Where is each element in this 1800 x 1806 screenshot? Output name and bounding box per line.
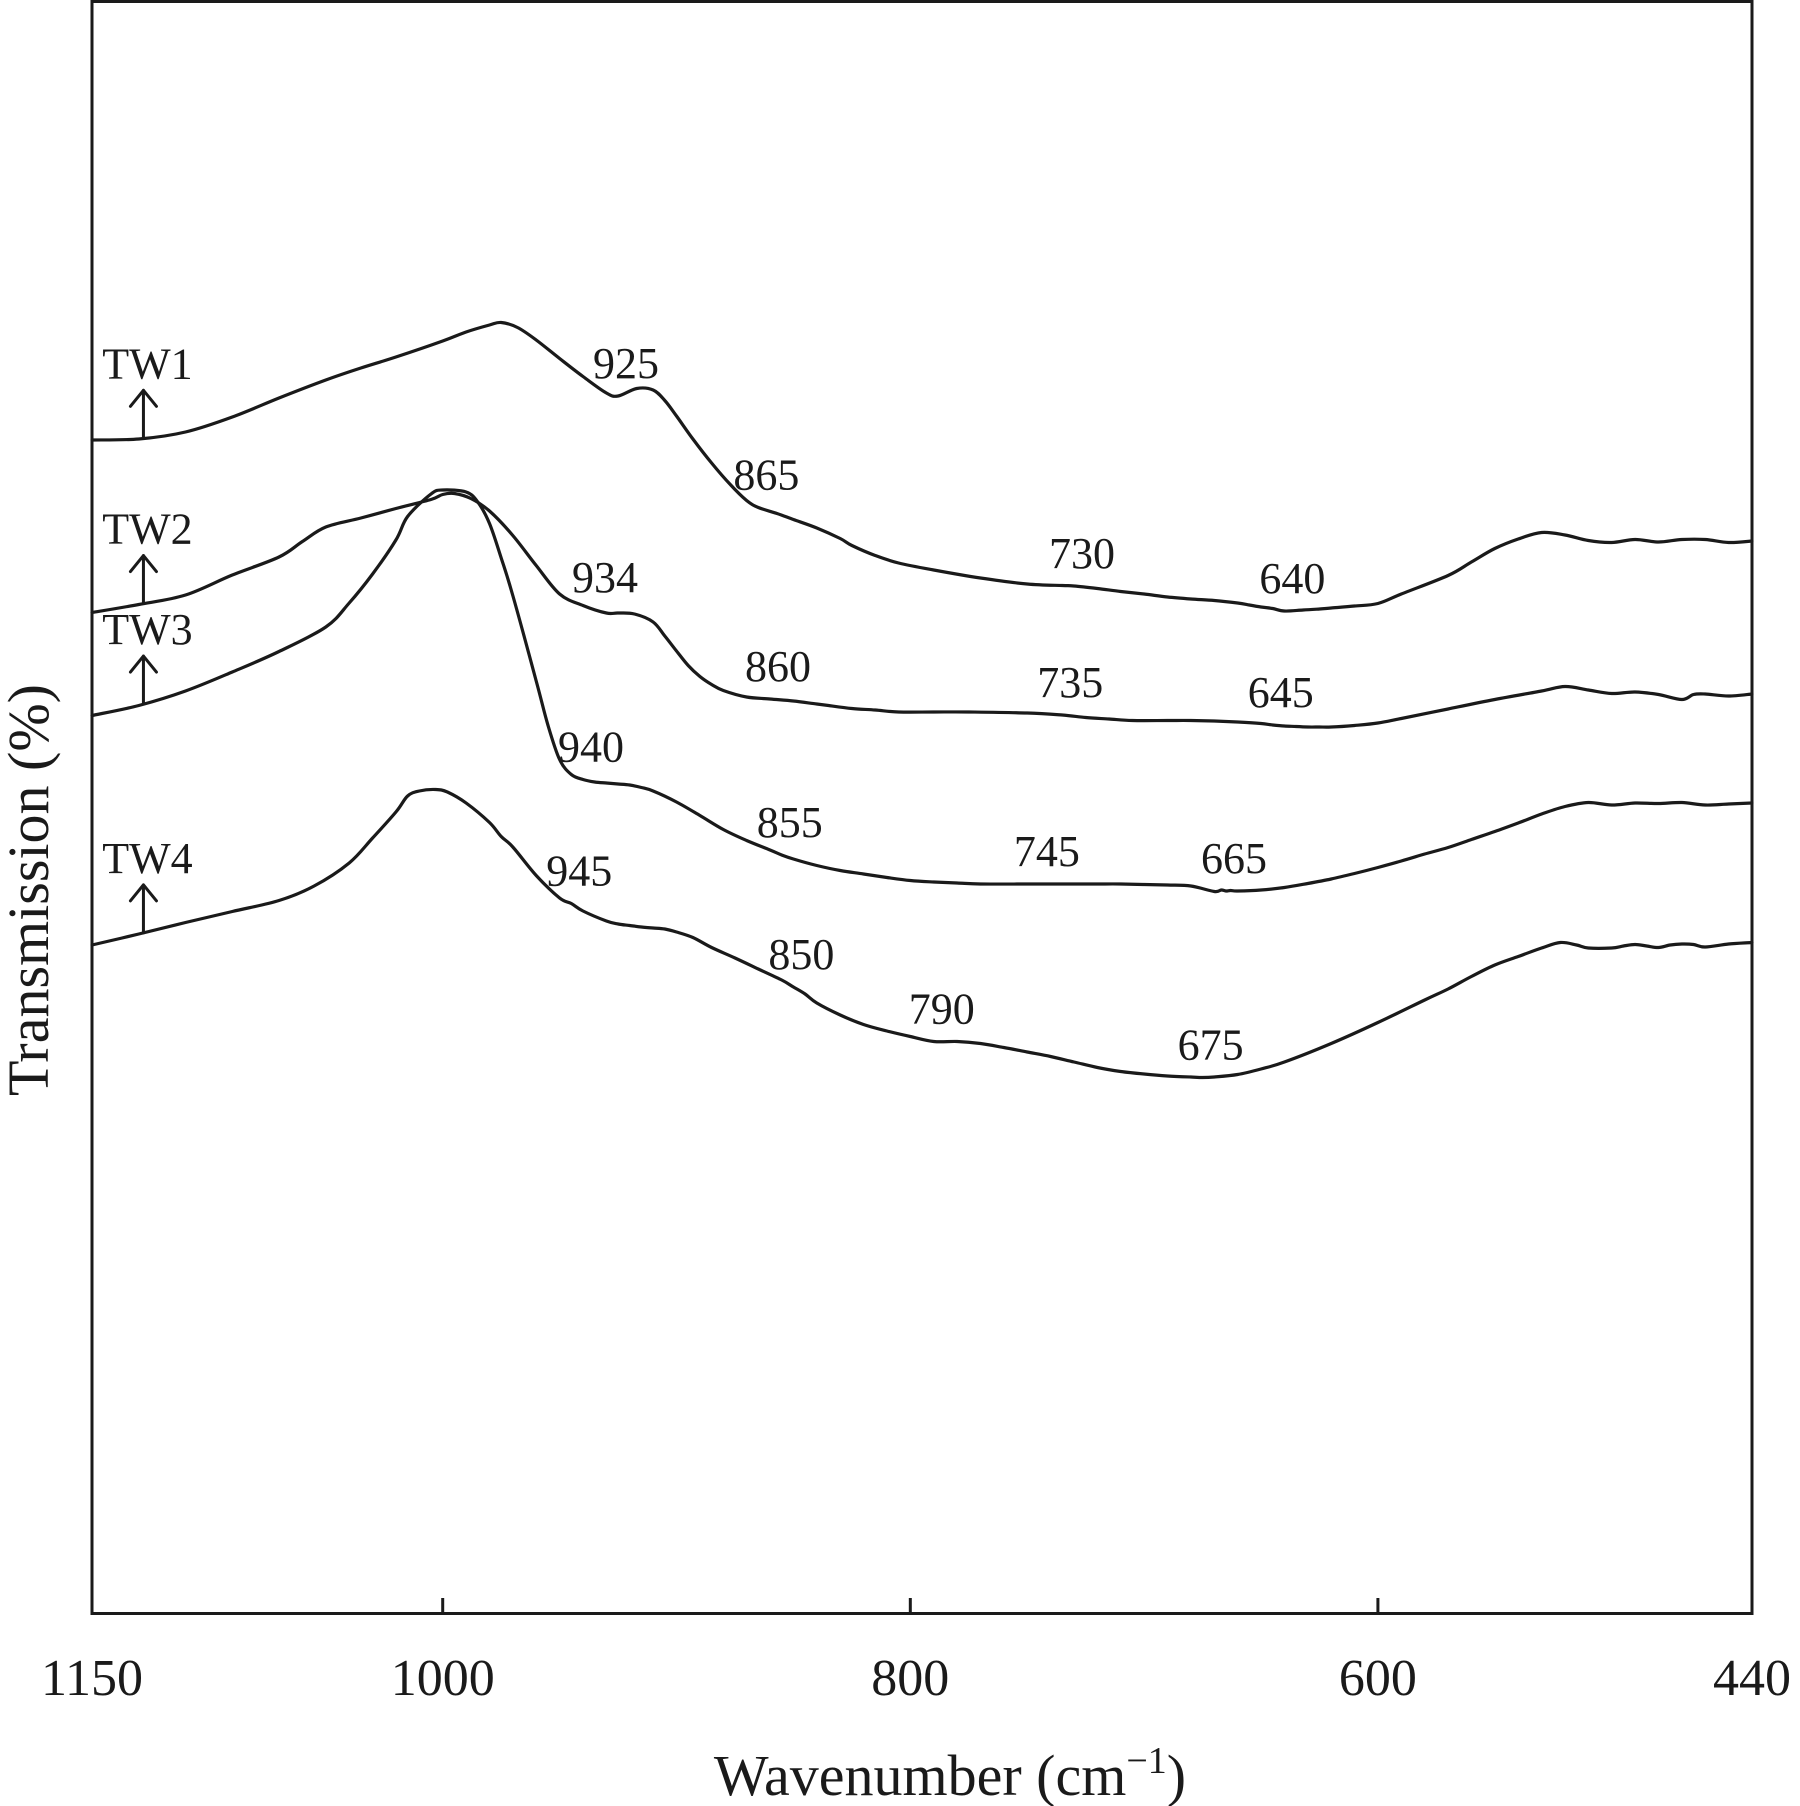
- series-label-tw2: TW2: [102, 505, 192, 554]
- peak-label: 640: [1259, 554, 1325, 603]
- x-axis-title: Wavenumber (cm−1): [714, 1740, 1186, 1806]
- x-axis-title-close: ): [1167, 1743, 1186, 1806]
- plot-frame: [90, 0, 1754, 1615]
- peak-label: 865: [733, 451, 799, 500]
- peak-label: 790: [909, 985, 975, 1034]
- series-arrow-tw4: [128, 883, 158, 935]
- peak-label: 850: [768, 930, 834, 979]
- peak-label: 745: [1014, 827, 1080, 876]
- series-line-tw1: [90, 320, 1754, 613]
- x-tick-label: 600: [1339, 1650, 1417, 1707]
- x-tick-label: 1150: [41, 1650, 143, 1707]
- series-label-tw3: TW3: [102, 605, 192, 654]
- series-arrow-tw1: [128, 388, 158, 440]
- series-labels: TW1 TW2 TW3 TW4: [102, 339, 193, 935]
- series-line-tw4: [90, 787, 1754, 1080]
- x-axis-title-main: Wavenumber (cm: [714, 1743, 1126, 1806]
- peak-label: 675: [1178, 1021, 1244, 1070]
- peak-labels: 925 865 730 640 934 860 735 645 940 855 745 665 945 8…: [546, 339, 1325, 1070]
- series-arrow-tw2: [128, 554, 158, 606]
- peak-label: 855: [757, 798, 823, 847]
- peak-label: 860: [745, 642, 811, 691]
- x-axis-title-sup: −1: [1126, 1740, 1166, 1782]
- series-curves: [90, 320, 1754, 1080]
- series-arrow-tw3: [128, 654, 158, 706]
- peak-label: 735: [1037, 658, 1103, 707]
- peak-label: 645: [1248, 668, 1314, 717]
- peak-label: 945: [546, 847, 612, 896]
- x-tick-label: 440: [1713, 1650, 1791, 1707]
- x-tick-label: 1000: [391, 1650, 495, 1707]
- peak-label: 665: [1201, 834, 1267, 883]
- peak-label: 730: [1049, 529, 1115, 578]
- peak-label: 934: [572, 553, 638, 602]
- x-axis-tick-labels: 1150 1000 800 600 440: [41, 1650, 1791, 1707]
- x-axis-ticks: [90, 1598, 1754, 1614]
- series-label-tw1: TW1: [102, 339, 192, 388]
- x-tick-label: 800: [871, 1650, 949, 1707]
- series-line-tw2: [90, 491, 1754, 729]
- series-line-tw3: [90, 488, 1754, 894]
- series-label-tw4: TW4: [102, 834, 192, 883]
- peak-label: 940: [558, 723, 624, 772]
- y-axis-title: Transmission (%): [0, 684, 61, 1096]
- peak-label: 925: [593, 339, 659, 388]
